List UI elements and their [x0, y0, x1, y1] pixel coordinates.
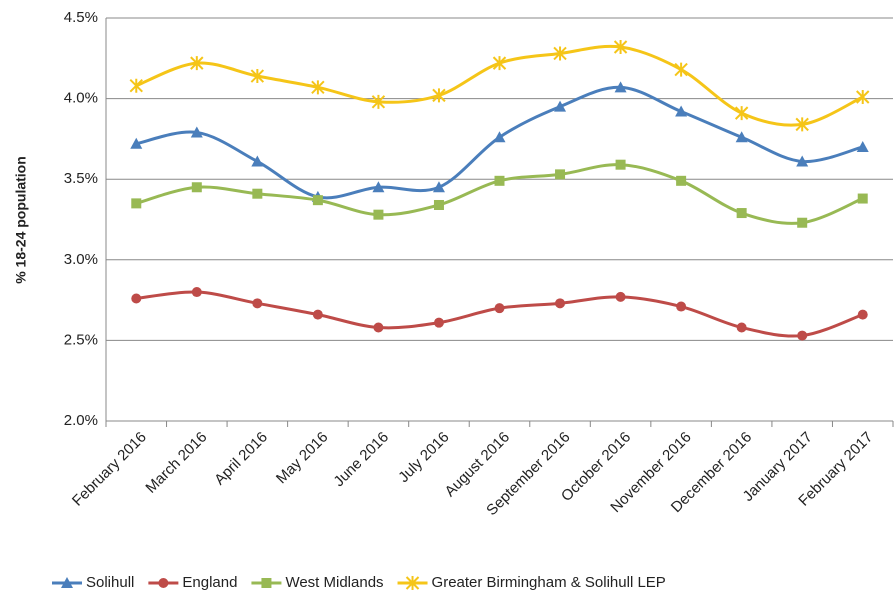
marker: [494, 303, 505, 314]
marker: [555, 169, 566, 180]
marker: [129, 78, 143, 93]
marker: [676, 301, 687, 312]
marker: [432, 88, 446, 103]
legend-label: West Midlands: [285, 574, 383, 591]
marker: [433, 317, 444, 328]
marker: [676, 175, 687, 186]
x-tick-label: May 2016: [273, 429, 332, 488]
y-tick-label: 3.0%: [64, 251, 98, 268]
marker: [493, 131, 506, 143]
marker: [614, 81, 627, 93]
marker: [553, 46, 567, 61]
marker: [554, 100, 567, 112]
marker: [795, 117, 809, 132]
marker: [371, 94, 386, 109]
marker: [615, 291, 626, 302]
y-axis-title: % 18-24 population: [13, 156, 29, 284]
legend-item: Solihull: [52, 574, 134, 591]
x-tick-label: July 2016: [395, 429, 452, 486]
marker: [311, 80, 325, 95]
legend-item: Greater Birmingham & Solihull LEP: [397, 574, 666, 591]
legend-label: Greater Birmingham & Solihull LEP: [432, 574, 666, 591]
marker: [615, 159, 626, 170]
legend-marker: [261, 578, 272, 588]
marker: [251, 155, 264, 167]
legend-marker: [61, 577, 73, 588]
marker: [735, 131, 748, 143]
x-tick-label: June 2016: [330, 429, 392, 491]
legend-item: West Midlands: [251, 574, 384, 591]
marker: [856, 140, 869, 152]
marker: [130, 137, 143, 149]
x-tick-label: April 2016: [211, 429, 271, 489]
marker: [734, 106, 749, 121]
marker: [492, 56, 507, 71]
marker: [494, 175, 505, 186]
marker: [312, 195, 323, 206]
marker: [797, 330, 808, 341]
marker: [856, 89, 870, 104]
marker: [190, 126, 203, 138]
y-tick-label: 4.0%: [64, 90, 98, 107]
x-tick-label: February 2016: [69, 429, 150, 510]
y-tick-label: 2.0%: [64, 412, 98, 429]
marker: [252, 188, 263, 199]
marker: [736, 322, 747, 333]
legend-marker: [158, 578, 169, 588]
marker: [613, 40, 628, 55]
legend-marker: [405, 576, 420, 590]
marker: [250, 69, 265, 84]
legend-item: England: [148, 574, 237, 591]
y-tick-label: 4.5%: [64, 9, 98, 26]
marker: [191, 182, 202, 193]
marker: [857, 193, 868, 204]
marker: [131, 198, 142, 209]
series-line: [135, 163, 864, 225]
marker: [797, 217, 808, 228]
marker: [796, 155, 809, 167]
series-line: [136, 290, 864, 338]
marker: [675, 105, 688, 117]
marker: [555, 298, 566, 309]
legend-label: Solihull: [86, 574, 134, 591]
x-tick-label: March 2016: [142, 429, 210, 497]
y-tick-label: 3.5%: [64, 170, 98, 187]
marker: [252, 298, 263, 309]
marker: [674, 62, 688, 77]
marker: [736, 208, 747, 219]
marker: [432, 181, 445, 193]
marker: [312, 309, 323, 320]
marker: [131, 293, 142, 304]
marker: [433, 199, 444, 210]
legend-label: England: [182, 574, 237, 591]
marker: [191, 287, 202, 298]
marker: [190, 56, 204, 71]
marker: [372, 181, 385, 193]
y-tick-label: 2.5%: [64, 331, 98, 348]
marker: [373, 209, 384, 220]
marker: [857, 309, 868, 320]
marker: [373, 322, 384, 333]
